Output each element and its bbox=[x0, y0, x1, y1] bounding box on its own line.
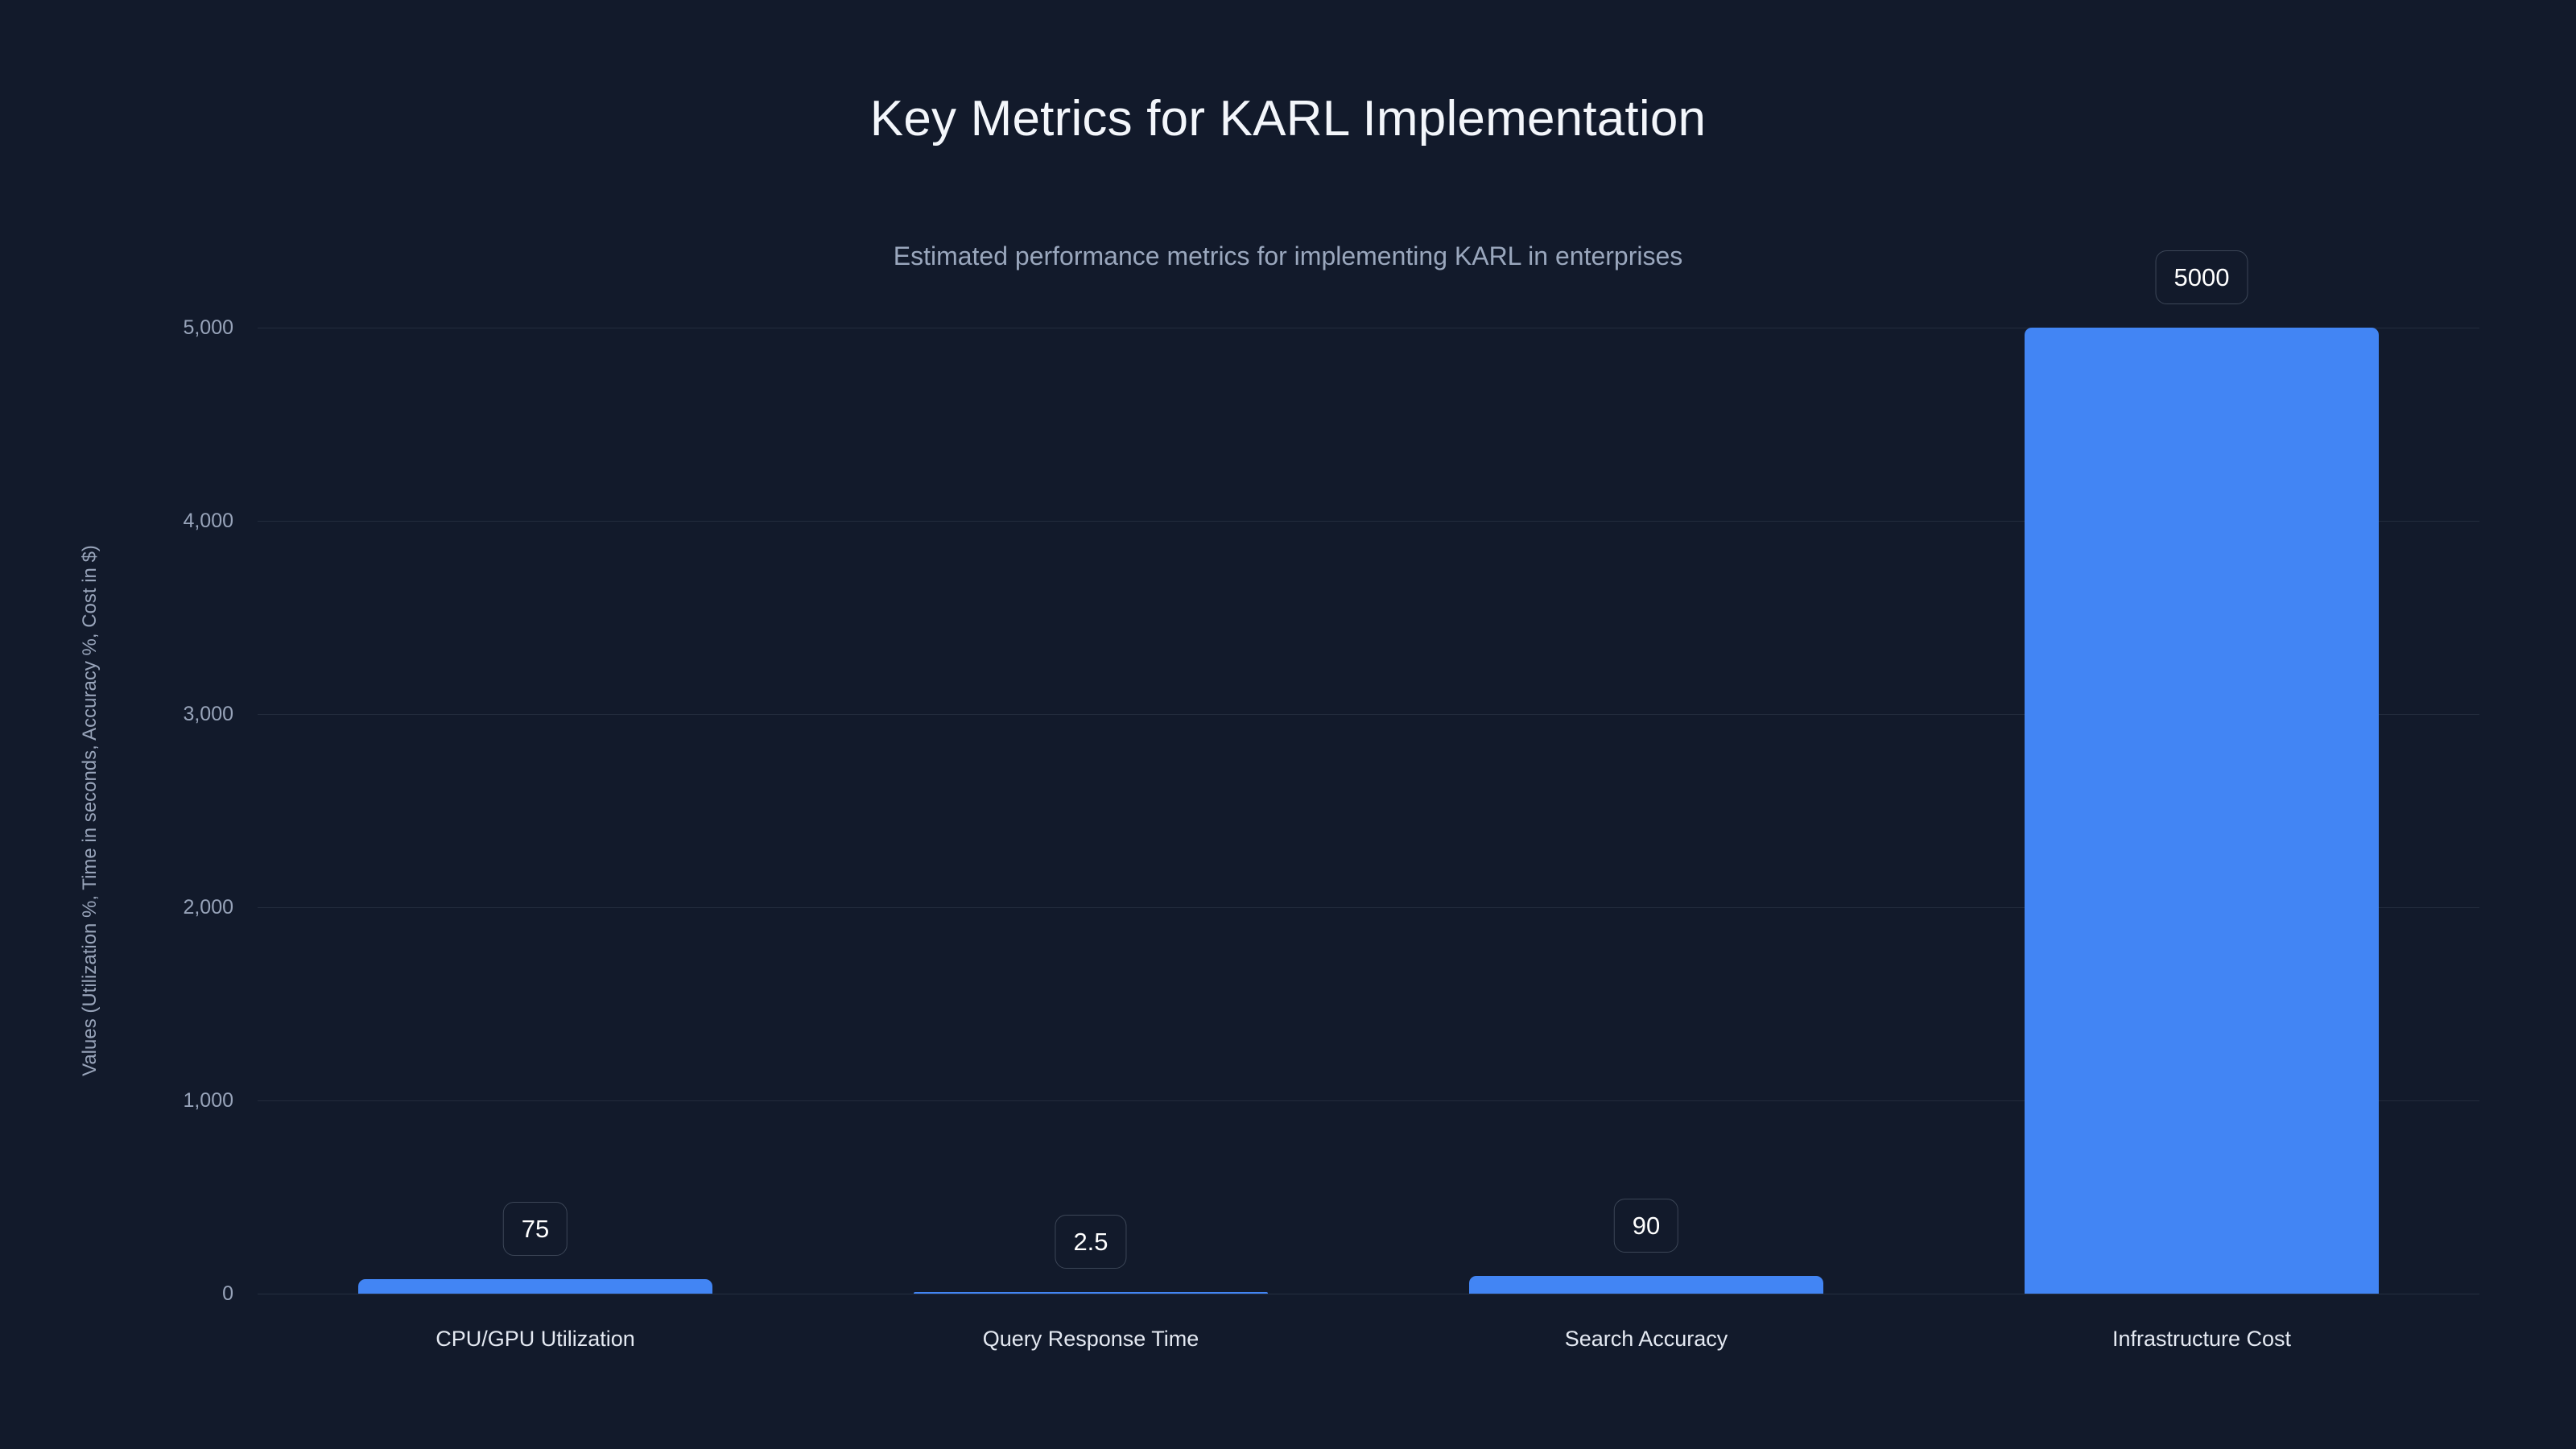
bar-query-response-time[interactable] bbox=[914, 1292, 1268, 1294]
y-axis-tick-label: 2,000 bbox=[183, 896, 233, 919]
x-axis-tick-label: Infrastructure Cost bbox=[2112, 1327, 2292, 1351]
gridline bbox=[258, 714, 2479, 715]
y-axis-tick-label: 4,000 bbox=[183, 510, 233, 532]
bar-infrastructure-cost[interactable] bbox=[2025, 328, 2379, 1294]
x-axis-tick-label: CPU/GPU Utilization bbox=[436, 1327, 635, 1351]
x-axis-tick-label: Query Response Time bbox=[982, 1327, 1199, 1351]
bar-search-accuracy[interactable] bbox=[1469, 1276, 1823, 1294]
y-axis-title: Values (Utilization %, Time in seconds, … bbox=[79, 545, 101, 1076]
gridline bbox=[258, 907, 2479, 908]
value-badge: 2.5 bbox=[1055, 1215, 1127, 1269]
y-axis-tick-label: 0 bbox=[222, 1282, 233, 1305]
chart-title: Key Metrics for KARL Implementation bbox=[869, 91, 1707, 147]
gridline bbox=[258, 1100, 2479, 1101]
y-axis-tick-label: 1,000 bbox=[183, 1089, 233, 1112]
x-axis-tick-label: Search Accuracy bbox=[1564, 1327, 1728, 1351]
value-badge: 90 bbox=[1613, 1199, 1679, 1253]
bar-cpu-gpu-utilization[interactable] bbox=[358, 1279, 712, 1294]
y-axis-tick-label: 3,000 bbox=[183, 703, 233, 725]
value-badge: 75 bbox=[502, 1202, 568, 1256]
y-axis-tick-label: 5,000 bbox=[183, 316, 233, 339]
plot-area bbox=[258, 328, 2479, 1294]
value-badge: 5000 bbox=[2155, 250, 2248, 304]
gridline bbox=[258, 521, 2479, 522]
chart-subtitle: Estimated performance metrics for implem… bbox=[893, 242, 1683, 270]
